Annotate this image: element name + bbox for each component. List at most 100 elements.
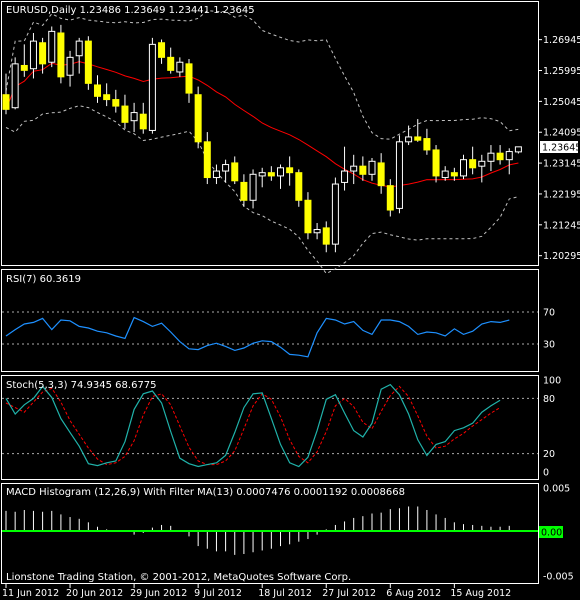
bullish-candle [48,30,56,63]
stochastic-indicator[interactable] [2,383,538,468]
bullish-candle [514,146,522,153]
stoch-tick-label: 0 [543,468,549,479]
rsi-tick-label: 30 [543,340,555,351]
current-price-badge: 1.23645 [542,143,580,154]
price-tick-label: 1.25995 [543,66,580,77]
date-tick-label: 29 Jun 2012 [130,588,187,599]
price-tick-label: 1.26945 [543,35,580,46]
bullish-candle [487,152,495,162]
rsi-panel-frame [1,269,539,372]
price-tick-label: 1.21245 [543,220,580,231]
rsi-tick-label: 70 [543,308,555,319]
bearish-candle [84,40,92,84]
bullish-candle [331,183,339,245]
bearish-candle [359,165,367,175]
bullish-candle [313,229,321,234]
bullish-candle [212,170,220,179]
bearish-candle [432,149,440,177]
bearish-candle [240,181,248,201]
bearish-candle [304,199,312,234]
macd-header: MACD Histogram (12,26,9) With Filter MA(… [6,487,405,498]
bullish-candle [258,172,266,177]
price-tick-label: 1.25045 [543,97,580,108]
bearish-candle [423,138,431,151]
bearish-candle [469,159,477,169]
bearish-candle [496,152,504,161]
bearish-candle [121,105,129,123]
bullish-candle [441,170,449,179]
macd-zero-badge [539,526,563,538]
current-price-badge-bg [540,141,578,153]
bullish-candle [222,164,230,172]
stoch-header: Stoch(5,3,3) 74.9345 68.6775 [6,380,157,391]
macd-panel-frame [1,483,539,584]
bearish-candle [194,94,202,143]
bullish-candle [405,136,413,143]
bullish-candle [350,165,358,172]
rsi-header: RSI(7) 60.3619 [6,274,81,285]
bullish-candle [505,151,513,161]
macd-tick-label: -0.005 [543,572,574,583]
stoch-main-line [5,383,501,468]
stoch-tick-label: 100 [543,376,561,387]
bearish-candle [377,162,385,187]
stoch-tick-label: 20 [543,449,555,460]
bullish-candle [277,167,284,177]
bearish-candle [295,172,303,201]
bearish-candle [112,99,120,107]
price-tick-label: 1.22195 [543,189,580,200]
price-chart[interactable] [2,10,522,275]
bearish-candle [139,113,147,130]
bullish-candle [395,141,403,209]
bearish-candle [94,84,101,97]
bearish-candle [203,141,211,179]
rsi-line [5,316,510,358]
date-tick-label: 11 Jun 2012 [2,588,59,599]
bearish-candle [2,94,10,110]
bearish-candle [39,42,47,65]
bollinger-lower-band [5,105,519,275]
bearish-candle [322,227,330,245]
bullish-candle [75,40,83,57]
bearish-candle [158,42,166,58]
bullish-candle [478,160,486,167]
date-tick-label: 15 Aug 2012 [450,588,511,599]
bullish-candle [460,159,467,177]
bearish-candle [386,185,394,211]
date-tick-label: 6 Aug 2012 [386,588,441,599]
stoch-tick-label: 80 [543,394,555,405]
bullish-candle [11,63,19,109]
main-panel-frame [1,1,539,266]
bearish-candle [231,162,239,182]
bullish-candle [176,61,184,73]
macd-histogram-indicator[interactable] [2,506,538,555]
footer-copyright: Lionstone Trading Station, © 2001-2012, … [6,572,351,583]
bearish-candle [103,94,111,101]
rsi-indicator[interactable] [2,311,538,358]
bearish-candle [167,56,175,71]
bearish-candle [267,172,275,177]
bullish-candle [368,160,376,175]
bearish-candle [286,167,294,174]
axis-labels: 1.26945 1.25995 1.25045 1.24095 1.23145 1.221… [2,35,580,599]
date-tick-label: 27 Jul 2012 [322,588,376,599]
bearish-candle [414,136,422,141]
date-tick-label: 18 Jul 2012 [258,588,312,599]
bearish-candle [185,63,193,94]
bearish-candle [450,172,458,177]
stoch-panel-frame [1,375,539,480]
stoch-signal-line [5,385,501,466]
date-tick-label: 9 Jul 2012 [194,588,242,599]
macd-tick-label: 0.00 [541,528,562,539]
bollinger-upper-band [5,10,519,140]
date-tick-label: 20 Jun 2012 [66,588,123,599]
bullish-candle [341,170,349,183]
bullish-candle [130,112,138,122]
bearish-candle [57,32,65,78]
main-header: EURUSD,Daily 1.23486 1.23649 1.23441 1.2… [6,5,255,16]
bullish-candle [29,40,37,70]
price-tick-label: 1.23145 [543,159,580,170]
bullish-candle [249,173,257,201]
